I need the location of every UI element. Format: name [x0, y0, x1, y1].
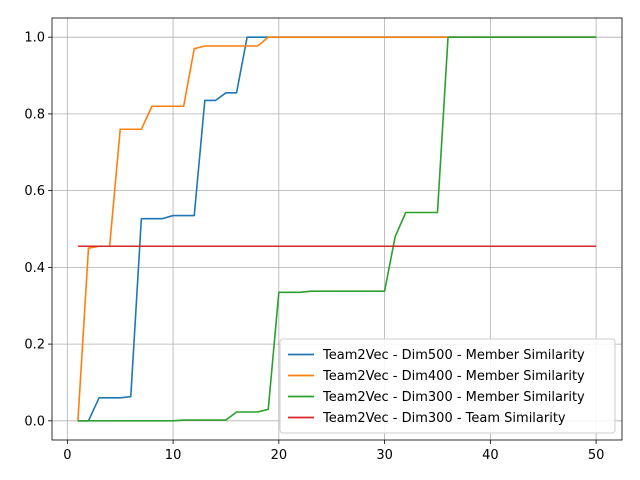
legend-box	[279, 338, 616, 434]
y-tick-label: 0.2	[24, 338, 45, 353]
x-tick-label: 0	[63, 448, 71, 463]
legend-entry-label: Team2Vec - Dim400 - Member Similarity	[322, 369, 585, 384]
series-line-2	[77, 36, 597, 421]
x-axis: 0 10 20 30 40 50	[63, 440, 604, 463]
series-lines	[77, 36, 597, 422]
legend: Team2Vec - Dim500 - Member Similarity Tea…	[279, 338, 616, 434]
legend-entry-label: Team2Vec - Dim500 - Member Similarity	[322, 348, 585, 363]
x-tick-label: 50	[588, 448, 605, 463]
y-tick-label: 0.6	[24, 184, 45, 199]
x-tick-label: 30	[376, 448, 393, 463]
legend-entry-label: Team2Vec - Dim300 - Team Similarity	[322, 411, 566, 426]
y-tick-label: 1.0	[24, 31, 45, 46]
y-tick-label: 0.4	[24, 261, 45, 276]
y-tick-label: 0.0	[24, 414, 45, 429]
y-axis: 0.0 0.2 0.4 0.6 0.8 1.0	[24, 31, 52, 429]
legend-entry-label: Team2Vec - Dim300 - Member Similarity	[322, 390, 585, 405]
y-tick-label: 0.8	[24, 107, 45, 122]
x-tick-label: 10	[165, 448, 182, 463]
x-tick-label: 20	[271, 448, 288, 463]
series-line-3	[77, 36, 597, 422]
plot-area-frame	[51, 17, 623, 441]
x-tick-label: 40	[482, 448, 499, 463]
